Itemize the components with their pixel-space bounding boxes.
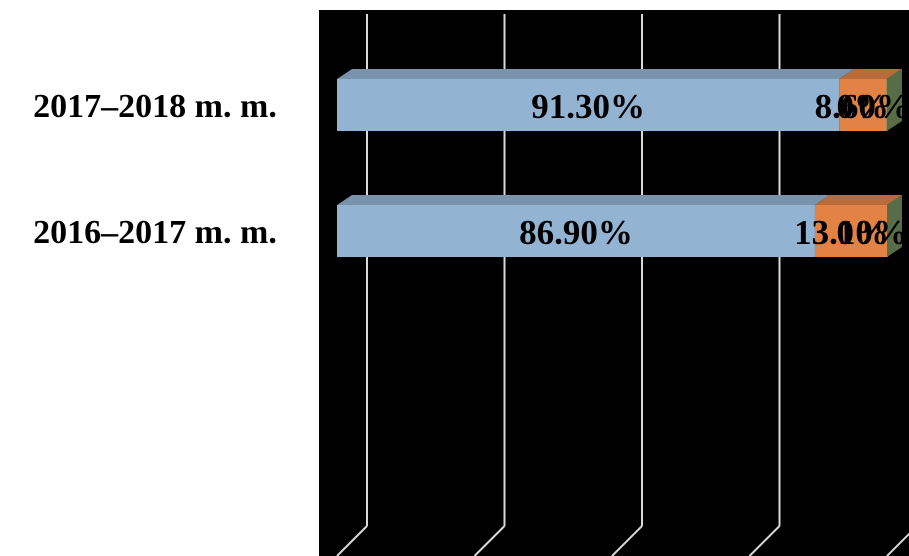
data-label-0-2: 0% [837, 87, 890, 126]
data-label-1-1: 13.10% [794, 213, 908, 252]
bar-segment-0-2 [886, 79, 888, 131]
bar-top-1-0 [337, 195, 830, 205]
bar-side-0 [887, 69, 902, 131]
gridline-floor-4 [886, 532, 909, 556]
category-labels: 2017–2018 m. m. 2016–2017 m. m. [33, 88, 277, 251]
bar-side-1 [887, 195, 902, 257]
category-label-0: 2017–2018 m. m. [33, 88, 277, 125]
data-label-1-0: 86.90% [519, 213, 633, 252]
bar-top-0-0 [337, 69, 855, 79]
bar-top-1-1 [814, 195, 902, 205]
gridline-floor-3 [748, 525, 781, 556]
data-labels: 91.30% 8.60%0%86.90% 13.10%0% [519, 87, 909, 252]
bar-segment-0-0 [337, 79, 840, 131]
gridline-floor-2 [611, 525, 643, 556]
gridline-floor-0 [336, 525, 368, 556]
bar-segment-1-0 [337, 205, 815, 257]
bar-segment-1-1 [814, 205, 887, 257]
bar-top-0-1 [839, 69, 902, 79]
gridline-floor-1 [473, 525, 506, 556]
data-label-0-1: 8.60% [815, 87, 909, 126]
data-label-1-2: 0% [837, 213, 890, 252]
bar-segment-0-1 [839, 79, 887, 131]
data-label-0-0: 91.30% [531, 87, 645, 126]
category-label-1: 2016–2017 m. m. [33, 214, 277, 251]
bars [337, 69, 903, 257]
